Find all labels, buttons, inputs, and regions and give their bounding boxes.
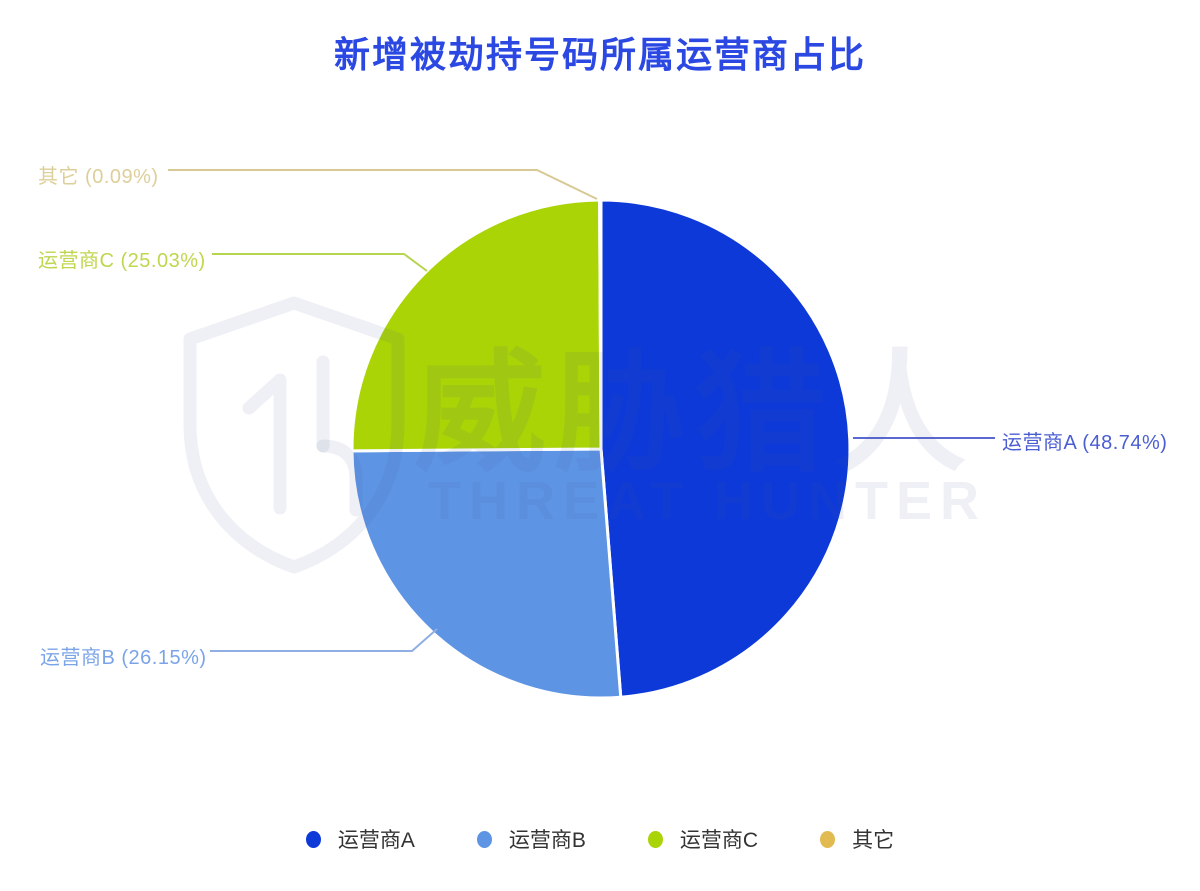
callout-label-other: 其它 (0.09%)	[38, 166, 159, 188]
chart-title: 新增被劫持号码所属运营商占比	[333, 34, 866, 75]
pie-slice-operator-a[interactable]	[599, 198, 852, 699]
legend-item-operator-a[interactable]: 运营商A	[305, 824, 415, 854]
leader-line-operator-b	[210, 628, 438, 652]
legend-label-operator-c: 运营商C	[679, 829, 759, 852]
callout-label-operator-a: 运营商A (48.74%)	[1002, 432, 1168, 454]
pie-slice-other[interactable]	[598, 198, 603, 451]
leader-line-operator-c	[212, 253, 428, 272]
legend-item-operator-c[interactable]: 运营商C	[647, 824, 759, 854]
legend-label-operator-a: 运营商A	[337, 829, 415, 852]
callout-label-operator-b: 运营商B (26.15%)	[40, 647, 207, 669]
legend: 运营商A 运营商B 运营商C 其它	[0, 824, 1200, 854]
callout-label-operator-c: 运营商C (25.03%)	[38, 250, 206, 272]
legend-dot-operator-c	[647, 830, 663, 848]
pie-slice-operator-b[interactable]	[350, 447, 623, 700]
legend-dot-other	[820, 830, 836, 848]
leader-line-other	[168, 169, 598, 200]
legend-item-other[interactable]: 其它	[820, 824, 894, 854]
pie-slice-operator-c[interactable]	[350, 198, 603, 453]
legend-label-other: 其它	[852, 829, 895, 852]
legend-dot-operator-a	[305, 830, 321, 848]
legend-item-operator-b[interactable]: 运营商B	[476, 824, 586, 854]
legend-dot-operator-b	[476, 830, 492, 848]
legend-label-operator-b: 运营商B	[508, 829, 586, 852]
